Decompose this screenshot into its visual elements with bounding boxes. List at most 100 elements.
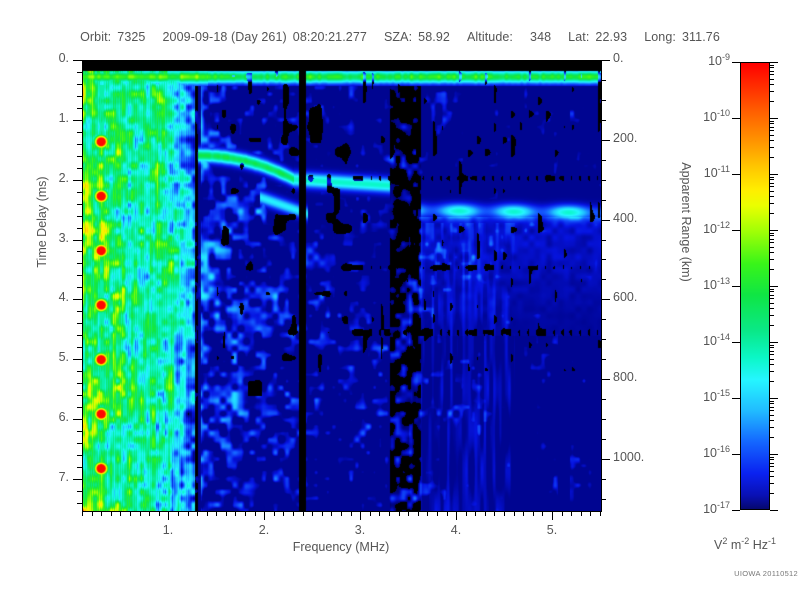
sza-label: SZA: (383, 30, 413, 44)
axis-tick (514, 511, 515, 516)
axis-tick (601, 140, 610, 141)
axis-tick (447, 511, 448, 516)
frequency-tick-label: 2. (258, 523, 270, 537)
axis-tick (370, 511, 371, 516)
axis-tick (770, 74, 774, 75)
axis-tick (770, 371, 774, 372)
axis-tick (770, 177, 774, 178)
colorbar-tick-label: 10-9 (674, 52, 730, 68)
axis-tick (732, 342, 740, 343)
axis-tick (770, 247, 774, 248)
axis-tick (571, 511, 572, 516)
axis-tick (73, 60, 82, 61)
axis-tick (732, 62, 740, 63)
axis-tick (437, 511, 438, 516)
apparent-range-tick-label: 0. (613, 51, 624, 65)
axis-tick (770, 140, 774, 141)
axis-tick (312, 511, 313, 516)
colorbar-tick-exponent: -11 (717, 164, 730, 174)
axis-tick (293, 511, 294, 516)
axis-tick (601, 120, 606, 121)
axis-tick (770, 308, 774, 309)
observation-date: 2009-09-18 (Day 261) (162, 30, 287, 44)
frequency-tick-label: 3. (354, 523, 366, 537)
axis-tick (601, 100, 606, 101)
colorbar-tick-exponent: -14 (716, 332, 730, 342)
axis-tick (77, 216, 82, 217)
axis-tick (159, 511, 160, 516)
axis-tick (732, 174, 740, 175)
axis-tick (73, 299, 82, 300)
axis-tick (77, 311, 82, 312)
axis-tick (140, 511, 141, 516)
axis-tick (770, 130, 774, 131)
axis-tick (770, 135, 774, 136)
axis-tick (130, 511, 131, 516)
axis-tick (77, 371, 82, 372)
axis-tick (226, 511, 227, 516)
axis-tick (770, 289, 774, 290)
axis-tick (77, 204, 82, 205)
axis-tick (732, 510, 740, 511)
axis-tick (207, 511, 208, 516)
axis-tick (770, 239, 774, 240)
colorbar-tick-exponent: -17 (716, 500, 730, 510)
apparent-range-tick-label: 400. (613, 211, 638, 225)
spectrogram-canvas (83, 61, 601, 511)
apparent-range-tick-label: 1000. (613, 450, 645, 464)
colorbar-tick-label: 10-11 (674, 164, 730, 180)
axis-tick (494, 511, 495, 516)
axis-tick (770, 291, 774, 292)
axis-tick (770, 298, 774, 299)
axis-tick (601, 80, 606, 81)
axis-tick (590, 511, 591, 516)
axis-tick (427, 511, 428, 516)
axis-tick (351, 511, 352, 516)
latitude-label: Lat: (568, 30, 590, 44)
time-delay-tick-label: 2. (58, 171, 69, 185)
colorbar-tick-label: 10-16 (674, 444, 730, 460)
axis-tick (601, 220, 610, 221)
axis-tick (601, 200, 606, 201)
axis-tick (73, 120, 82, 121)
axis-tick (770, 67, 774, 68)
axis-tick (770, 454, 778, 455)
colorbar-tick-exponent: -16 (716, 444, 730, 454)
axis-tick (770, 351, 774, 352)
credit-stamp: UIOWA 20110512 (734, 569, 798, 578)
altitude-label: Altitude: (466, 30, 514, 44)
axis-tick (601, 399, 606, 400)
axis-tick (485, 511, 486, 516)
time-delay-tick-label: 3. (58, 231, 69, 245)
axis-tick (255, 511, 256, 516)
axis-tick (770, 259, 774, 260)
axis-tick (197, 511, 198, 516)
axis-tick (601, 379, 610, 380)
axis-tick (92, 511, 93, 516)
axis-tick (601, 499, 606, 500)
axis-tick (732, 398, 740, 399)
axis-tick (770, 415, 774, 416)
axis-tick (379, 511, 380, 516)
axis-tick (601, 299, 610, 300)
axis-tick (601, 160, 606, 161)
axis-tick (770, 242, 774, 243)
unit-volts-exponent: 2 (722, 536, 728, 546)
axis-tick (418, 511, 419, 516)
colorbar-tick-mantissa: 10 (703, 110, 717, 125)
axis-tick (770, 123, 774, 124)
time-delay-tick-label: 5. (58, 350, 69, 364)
axis-tick (601, 319, 606, 320)
axis-tick (523, 511, 524, 516)
axis-tick (601, 479, 606, 480)
axis-tick (732, 454, 740, 455)
colorbar-tick-label: 10-17 (674, 500, 730, 516)
axis-tick (77, 132, 82, 133)
axis-tick (601, 419, 606, 420)
axis-tick (77, 395, 82, 396)
colorbar-tick-exponent: -13 (716, 276, 730, 286)
axis-tick (77, 192, 82, 193)
colorbar (740, 62, 770, 510)
axis-tick (770, 342, 778, 343)
